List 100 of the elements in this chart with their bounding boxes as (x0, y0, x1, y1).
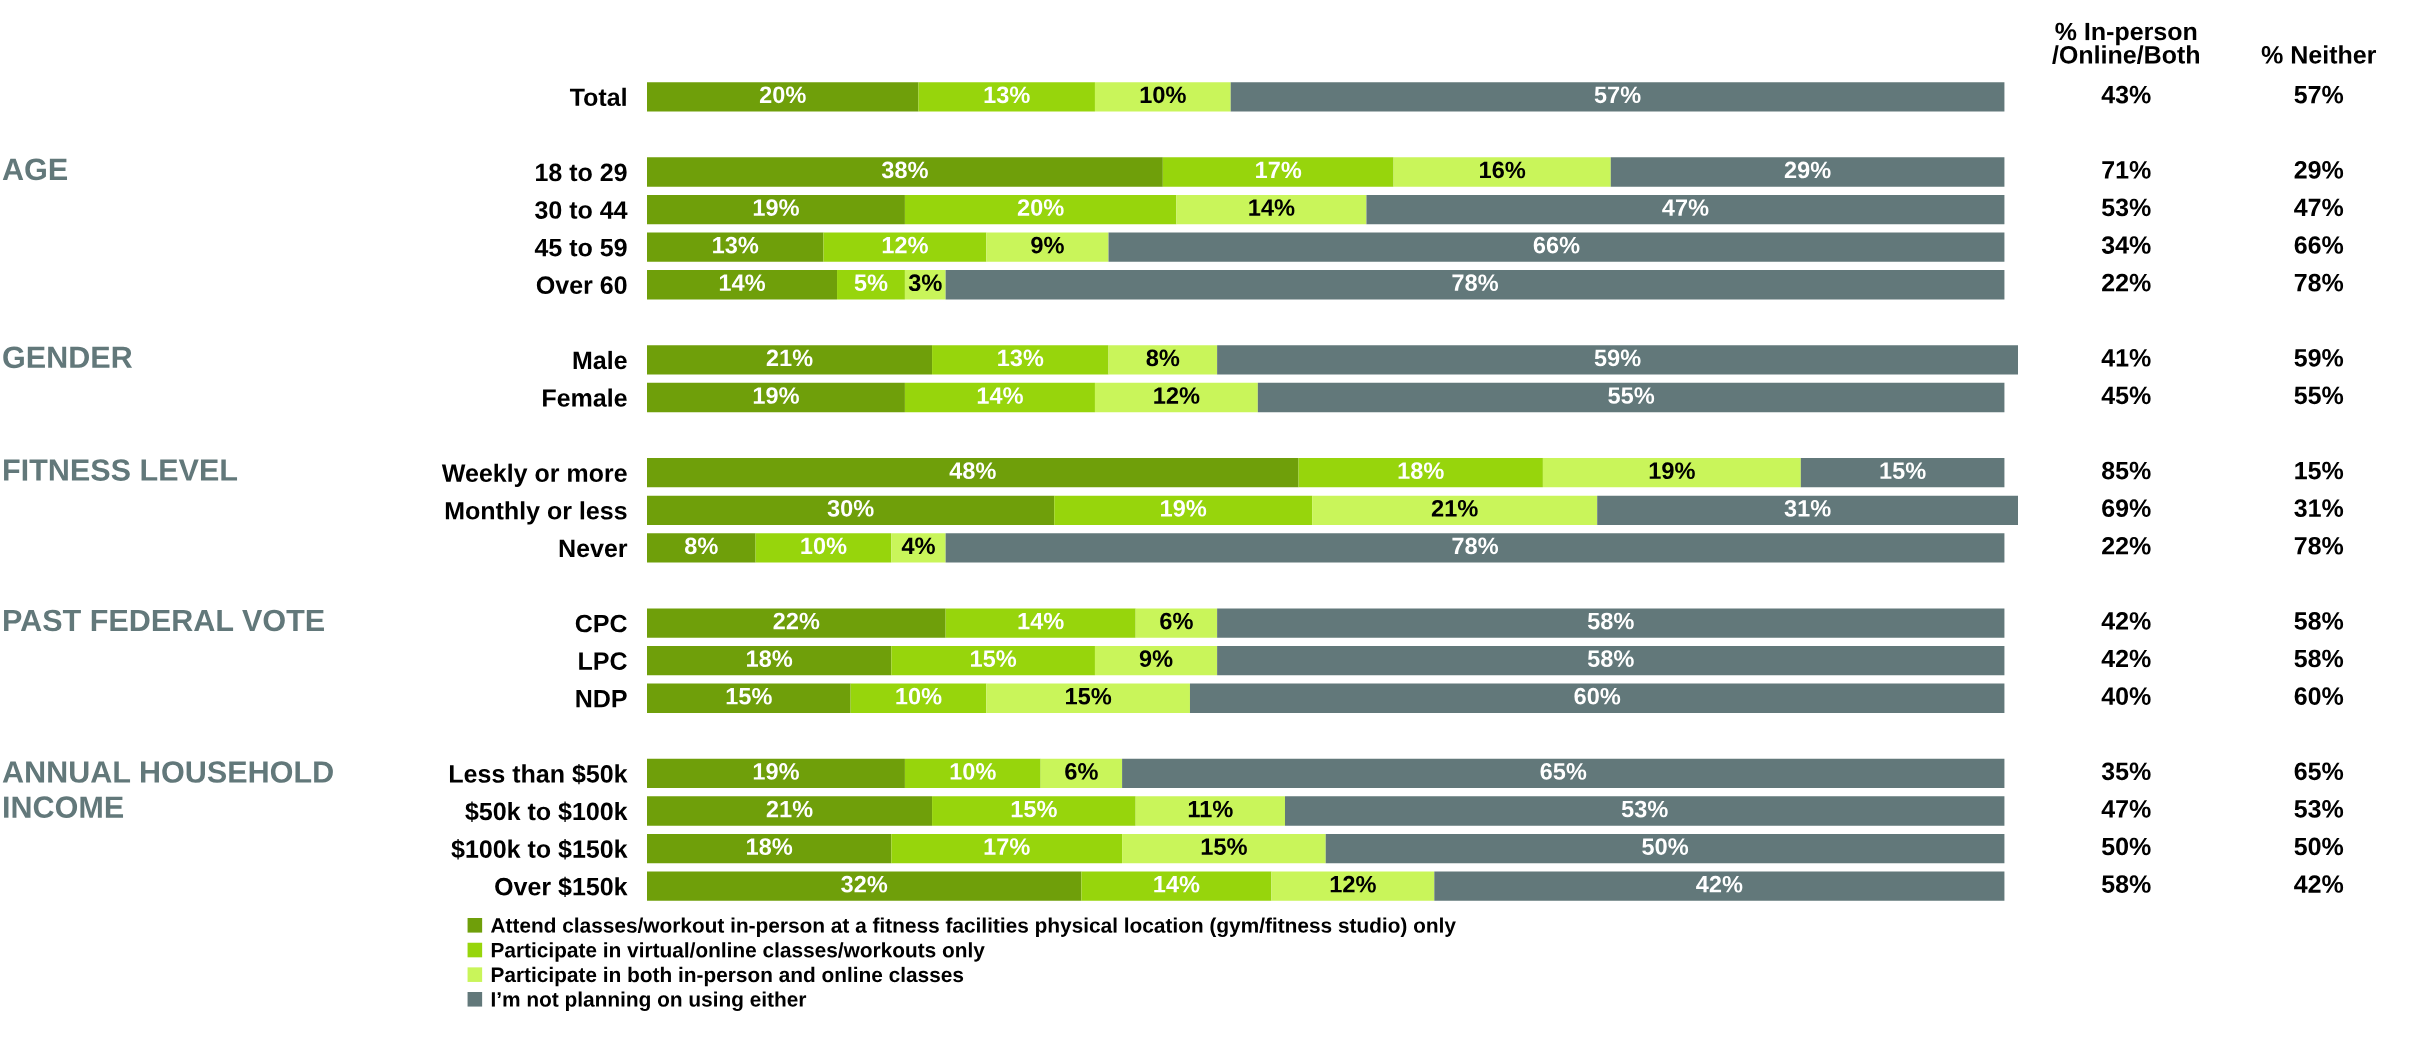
bar (647, 533, 756, 563)
text: 47% (2294, 198, 2344, 217)
legend-label: Attend classes/workout in-person at a fitness facilities physical location (gym/fitness studio) only (490, 917, 1456, 938)
text: 31% (2294, 499, 2344, 518)
bar (1135, 796, 1285, 826)
y-tick-label: NDP (576, 690, 627, 708)
bar (932, 796, 1136, 826)
data-label: 10% (896, 687, 942, 705)
data-label: 10% (801, 537, 847, 555)
bar (647, 157, 1163, 187)
legend-label: I’m not planning on using either (491, 991, 807, 1011)
text: 29% (2294, 160, 2344, 179)
bar (1217, 608, 2005, 638)
bar (647, 833, 892, 864)
bar (647, 270, 838, 300)
data-label: 17% (984, 838, 1030, 855)
data-label: 22% (773, 612, 820, 630)
data-label: 10% (950, 763, 996, 780)
data-label: 66% (1533, 236, 1580, 254)
text: 55% (2294, 386, 2344, 405)
text: 85% (2102, 461, 2151, 480)
data-label: 20% (759, 86, 806, 104)
data-label: 15% (1880, 462, 1926, 480)
text: FITNESS LEVEL (4, 459, 238, 481)
data-label: 15% (1066, 687, 1112, 705)
data-label: 58% (1587, 650, 1634, 667)
bar (904, 758, 1041, 789)
data-label: 16% (1480, 161, 1526, 179)
data-label: 29% (1784, 161, 1831, 179)
data-label: 13% (713, 236, 759, 254)
data-label: 9% (1139, 650, 1173, 667)
data-label: 14% (1249, 199, 1295, 216)
bar (1217, 646, 2005, 676)
data-label: 15% (726, 687, 772, 705)
bar (1542, 458, 1801, 488)
data-label: 18% (747, 650, 793, 667)
bar (647, 382, 905, 413)
bar (932, 345, 1109, 375)
text: 42% (2294, 875, 2344, 893)
data-label: 6% (1065, 763, 1098, 780)
text: 71% (2102, 161, 2151, 179)
bar (1108, 345, 1218, 375)
bar (1094, 82, 1231, 112)
data-label: 78% (1452, 274, 1499, 292)
y-tick-label: Monthly or less (445, 501, 627, 525)
text: 57% (2294, 85, 2344, 104)
y-tick-label: $100k to $150k (451, 839, 628, 860)
bar (647, 608, 946, 638)
legend-label: Participate in virtual/online classes/workouts only (491, 942, 985, 962)
text: 78% (2294, 273, 2344, 292)
data-label: 4% (901, 537, 935, 555)
data-label: 57% (1594, 86, 1641, 104)
bar (1393, 157, 1611, 187)
bar (1298, 458, 1543, 488)
data-label: 58% (1587, 612, 1634, 630)
bar (986, 683, 1190, 713)
y-tick-label: Less than $50k (449, 763, 628, 785)
text: 15% (2295, 461, 2344, 480)
category-label: % In-person /Online/Both (2052, 22, 2199, 64)
bar (1108, 232, 2005, 262)
bar (1434, 871, 2005, 901)
bar (1094, 382, 1258, 413)
data-label: 18% (747, 838, 793, 855)
data-label: 19% (753, 763, 799, 780)
bar (1284, 796, 2005, 826)
data-label: 5% (854, 274, 888, 292)
bar (1189, 683, 2005, 713)
y-tick-label: Never (559, 539, 628, 558)
bar (647, 194, 905, 225)
bar (1271, 871, 1435, 901)
data-label: 3% (908, 274, 942, 292)
data-label: 19% (1649, 462, 1695, 480)
data-label: 55% (1608, 387, 1655, 404)
text: 22% (2102, 273, 2151, 292)
text: 43% (2101, 85, 2151, 104)
text: 50% (2294, 837, 2344, 856)
bar (647, 683, 851, 713)
data-label: 78% (1452, 537, 1499, 555)
y-tick-label: Total (569, 87, 626, 107)
bar (1162, 157, 1394, 187)
data-label: 8% (1146, 349, 1180, 367)
bar (945, 533, 2005, 563)
data-label: 19% (753, 387, 799, 404)
bar (647, 646, 892, 676)
data-label: 53% (1621, 800, 1668, 818)
text: ANNUAL HOUSEHOLD INCOME (2, 761, 333, 818)
bar (647, 796, 933, 826)
bar (647, 345, 933, 375)
text: 53% (2102, 198, 2151, 217)
text: 58% (2102, 875, 2151, 893)
data-label: 9% (1031, 236, 1064, 254)
bar (823, 232, 987, 262)
legend-label: Participate in both in-person and online classes (491, 966, 964, 987)
data-label: 15% (1201, 838, 1247, 855)
bar (1054, 495, 1313, 525)
data-label: 12% (882, 236, 928, 254)
text: 69% (2102, 499, 2151, 518)
data-label: 14% (719, 274, 766, 292)
text: 50% (2102, 837, 2151, 856)
y-tick-label: $50k to $100k (465, 801, 628, 822)
